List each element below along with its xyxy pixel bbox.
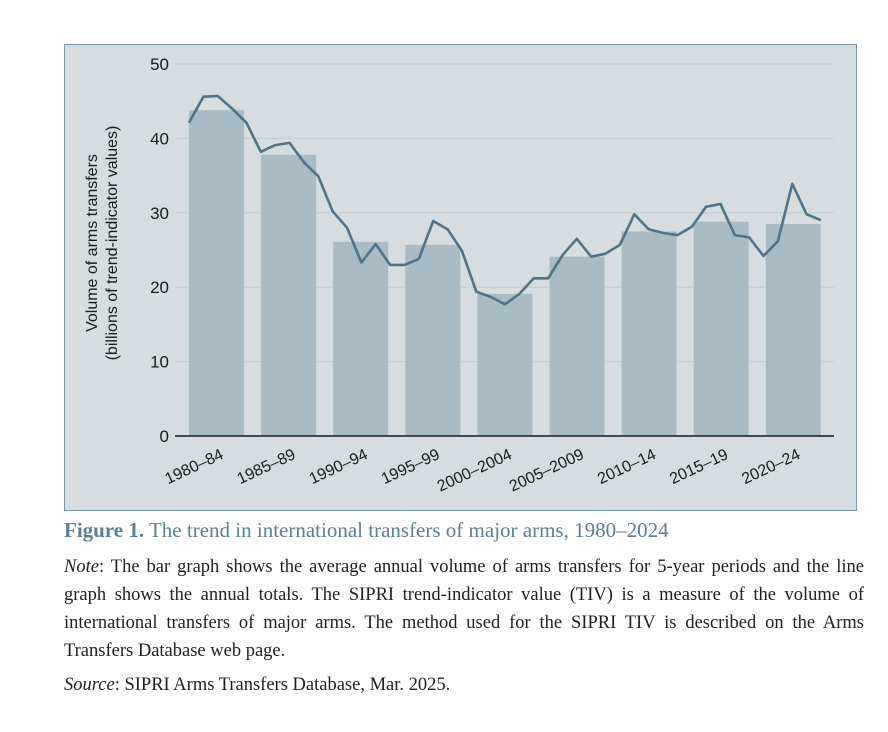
chart: 0 10 20 30 40 50 1980–84 1985–89 1990–94 1995–99… — [84, 55, 834, 495]
bar-2010–14 — [621, 231, 677, 436]
y-tick-label-30: 30 — [150, 204, 169, 223]
y-tick-label-40: 40 — [150, 129, 169, 148]
bar-2015–19 — [693, 221, 749, 436]
y-axis-label-line2: (billions of trend-indicator values) — [104, 126, 121, 361]
figure-title: Figure 1. The trend in international tra… — [64, 516, 864, 544]
bar-1985–89 — [261, 154, 317, 436]
x-axis-ticks: 1980–84 1985–89 1990–94 1995–992000–2004200… — [163, 446, 804, 495]
source-label: Source — [64, 675, 115, 695]
figure-caption: Figure 1. The trend in international tra… — [64, 516, 864, 699]
x-tick-label-1995–99: 1995–99 — [379, 446, 443, 488]
x-tick-label-1980–84: 1980–84 — [163, 446, 227, 488]
y-axis-ticks: 0 10 20 30 40 50 — [150, 55, 169, 446]
y-tick-label-20: 20 — [150, 278, 169, 297]
note-text: : The bar graph shows the average annual… — [64, 557, 864, 661]
chart-panel: 0 10 20 30 40 50 1980–84 1985–89 1990–94 1995–99… — [64, 44, 857, 511]
y-axis-label-line1: Volume of arms transfers — [84, 154, 101, 332]
y-tick-label-10: 10 — [150, 353, 169, 372]
x-tick-label-2020–24: 2020–24 — [739, 446, 803, 488]
bar-2020–24 — [765, 223, 821, 436]
x-tick-label-2000–2004: 2000–2004 — [435, 446, 515, 495]
annual-totals-line — [187, 94, 822, 306]
x-tick-label-1990–94: 1990–94 — [307, 446, 371, 488]
bar-2000–2004 — [477, 293, 533, 436]
bars — [189, 110, 821, 437]
bar-2005–2009 — [549, 256, 605, 436]
bar-1995–99 — [405, 244, 461, 436]
x-tick-label-2010–14: 2010–14 — [595, 446, 659, 488]
note-label: Note — [64, 557, 99, 577]
y-tick-label-50: 50 — [150, 55, 169, 74]
figure-label: Figure 1. — [64, 518, 145, 542]
x-tick-label-1985–89: 1985–89 — [235, 446, 299, 488]
source-text: : SIPRI Arms Transfers Database, Mar. 20… — [114, 675, 451, 695]
figure-title-text: The trend in international transfers of … — [148, 518, 669, 542]
x-tick-label-2005–2009: 2005–2009 — [507, 446, 587, 495]
y-axis-label: Volume of arms transfers (billions of tr… — [84, 126, 121, 361]
x-tick-label-2015–19: 2015–19 — [667, 446, 731, 488]
note: Note: The bar graph shows the average an… — [64, 553, 864, 665]
y-tick-label-0: 0 — [160, 427, 169, 446]
bar-1990–94 — [333, 241, 389, 436]
source: Source: SIPRI Arms Transfers Database, M… — [64, 671, 864, 699]
bar-1980–84 — [189, 110, 244, 437]
